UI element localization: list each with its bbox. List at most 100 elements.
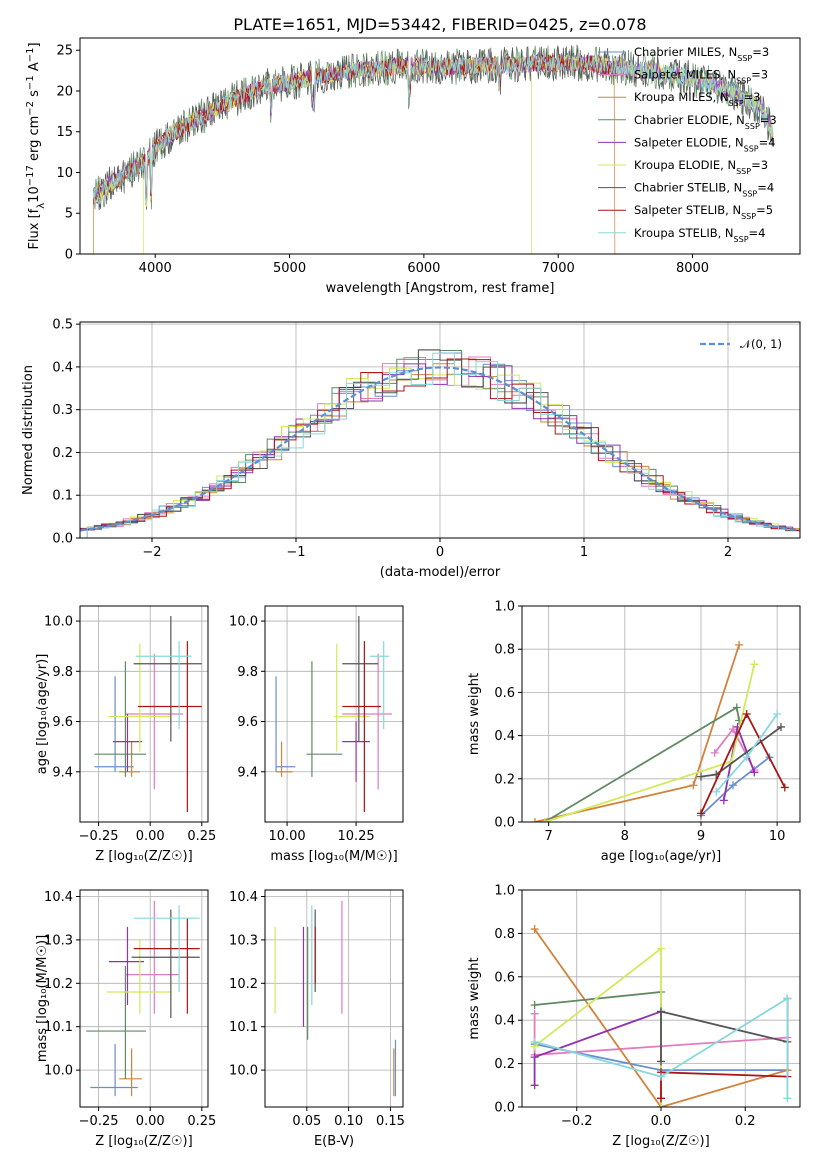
- weight-point: [530, 925, 539, 934]
- mass-vs-metallicity-panel: −0.25 0.00 0.25 10.0 10.1 10.2 10.3 10.4 Z [log₁…: [35, 889, 216, 1149]
- weight-point: [742, 710, 751, 718]
- y-tick-label: 10.1: [44, 1020, 73, 1035]
- y-tick-label: 0.2: [52, 446, 73, 461]
- y-axis-label-part: −2: [25, 101, 36, 116]
- x-tick-label: 0.0: [651, 1114, 672, 1129]
- legend-label: Chabrier MILES, NSSP=3: [634, 45, 769, 63]
- weight-point: [719, 796, 728, 805]
- spectrum-panel: 4000 5000 6000 7000 8000 0 5 10 15 20 25 wavelength…: [25, 37, 801, 296]
- x-axis-label: E(B-V): [314, 1134, 354, 1149]
- y-tick-label: 10.0: [229, 615, 258, 630]
- weight-series: [534, 996, 789, 1099]
- y-tick-label: 9.6: [237, 715, 258, 730]
- legend-label-name: Chabrier ELODIE, N: [634, 113, 745, 127]
- y-tick-label: 0.0: [52, 532, 73, 547]
- axes-frame: [521, 605, 801, 823]
- weight-point: [710, 748, 719, 757]
- spectrum-series: [93, 54, 616, 254]
- y-tick-label: 9.8: [52, 665, 73, 680]
- y-axis-label: Flux [fλ10−17 erg cm−2 s−1 A−1]: [25, 42, 47, 249]
- x-tick-label: 5000: [273, 261, 306, 276]
- weight-point: [530, 1037, 539, 1046]
- x-tick-label: −1: [286, 545, 305, 560]
- x-tick-label: 1: [580, 545, 588, 560]
- plot-area: [80, 349, 800, 538]
- legend-label-sub: SSP: [736, 76, 751, 85]
- legend-label: 𝒩(0, 1): [740, 337, 782, 351]
- y-tick-label: 0.4: [494, 729, 515, 744]
- age-vs-mass-panel: 10.00 10.25 9.4 9.6 9.8 10.0 mass [log₁₀(M/M☉)…: [229, 605, 404, 864]
- legend-label-name: Kroupa STELIB, N: [634, 226, 734, 240]
- y-tick-label: 9.8: [237, 665, 258, 680]
- weight-point: [657, 1007, 665, 1016]
- y-tick-label: 0.2: [494, 1057, 515, 1072]
- x-tick-label: 7000: [542, 261, 575, 276]
- weight-point: [776, 722, 785, 731]
- x-axis-label: Z [log₁₀(Z/Z☉)]: [95, 1134, 192, 1149]
- weight-point: [530, 818, 539, 822]
- y-axis-label-part: −1: [25, 75, 36, 90]
- plot-area: [86, 900, 200, 1097]
- x-tick-label: 4000: [139, 261, 172, 276]
- weight-point: [657, 1057, 665, 1066]
- y-tick-label: 0.4: [494, 1014, 515, 1029]
- weight-vs-age-panel: 7 8 9 10 0.0 0.2 0.4 0.6 0.8 1.0 age [log₁₀(age/yr…: [467, 600, 801, 864]
- weight-series: [700, 756, 771, 817]
- legend-label: Salpeter ELODIE, NSSP=4: [634, 135, 776, 153]
- legend-label: Salpeter MILES, NSSP=3: [634, 68, 768, 86]
- x-tick-label: 6000: [407, 261, 440, 276]
- y-tick-label: 0.4: [52, 360, 73, 375]
- y-tick-label: 10.0: [44, 615, 73, 630]
- legend-label-sub: SSP: [742, 189, 757, 198]
- weight-point: [773, 710, 782, 718]
- weight-point: [530, 1053, 539, 1062]
- legend-label-name: Salpeter MILES, N: [634, 68, 736, 82]
- y-tick-label: 9.6: [52, 715, 73, 730]
- x-tick-label: 0.2: [735, 1114, 756, 1129]
- gaussian-curve: [80, 366, 800, 532]
- weight-point: [750, 768, 759, 777]
- y-tick-label: 15: [56, 125, 73, 140]
- legend-label-sub: SSP: [729, 99, 744, 108]
- weight-point: [696, 772, 705, 781]
- legend-label-count: =4: [749, 226, 766, 240]
- y-axis-label: Normed distribution: [21, 365, 36, 495]
- y-tick-label: 0.0: [494, 816, 515, 831]
- legend-label-count: =3: [751, 68, 768, 82]
- legend-label-sub: SSP: [741, 212, 756, 221]
- weight-point: [750, 660, 759, 669]
- y-tick-label: 0.6: [494, 686, 515, 701]
- y-tick-label: 10.1: [229, 1020, 258, 1035]
- legend-label-name: Salpeter ELODIE, N: [634, 135, 744, 149]
- x-axis-label: age [log₁₀(age/yr)]: [601, 849, 722, 864]
- x-tick-label: 0.05: [292, 1114, 321, 1129]
- y-axis-label-part: λ: [36, 203, 47, 209]
- y-axis-label-part: s: [27, 90, 42, 101]
- axes-frame: [264, 605, 404, 823]
- legend-label: Kroupa MILES, NSSP=3: [634, 90, 760, 108]
- x-tick-label: 7: [545, 829, 553, 844]
- x-axis-label: (data-model)/error: [380, 565, 501, 580]
- histogram-series: [80, 349, 800, 531]
- legend-label-count: =3: [752, 45, 769, 59]
- legend-label-sub: SSP: [734, 234, 749, 243]
- y-tick-label: 10.0: [44, 1064, 73, 1079]
- legend-label-count: =5: [756, 203, 773, 217]
- x-tick-label: 8: [621, 829, 629, 844]
- y-tick-label: 0.8: [494, 643, 515, 658]
- y-tick-label: 10.4: [229, 890, 258, 905]
- legend-label-count: =3: [760, 113, 777, 127]
- weight-point: [657, 1103, 665, 1107]
- weight-point: [783, 994, 792, 1003]
- weight-vs-metallicity-panel: −0.2 0.0 0.2 0.0 0.2 0.4 0.6 0.8 1.0 Z [log₁₀(Z/Z…: [467, 884, 801, 1149]
- x-tick-label: 0.25: [187, 829, 216, 844]
- x-axis-label: Z [log₁₀(Z/Z☉)]: [612, 1134, 709, 1149]
- y-tick-label: 10.0: [229, 1064, 258, 1079]
- x-tick-label: 8000: [676, 261, 709, 276]
- y-tick-label: 1.0: [494, 600, 515, 615]
- legend-label-name: Kroupa MILES, N: [634, 90, 729, 104]
- plot-area: [93, 44, 774, 254]
- x-tick-label: 0.10: [334, 1114, 363, 1129]
- plot-area: [275, 616, 392, 812]
- weight-point: [696, 809, 705, 818]
